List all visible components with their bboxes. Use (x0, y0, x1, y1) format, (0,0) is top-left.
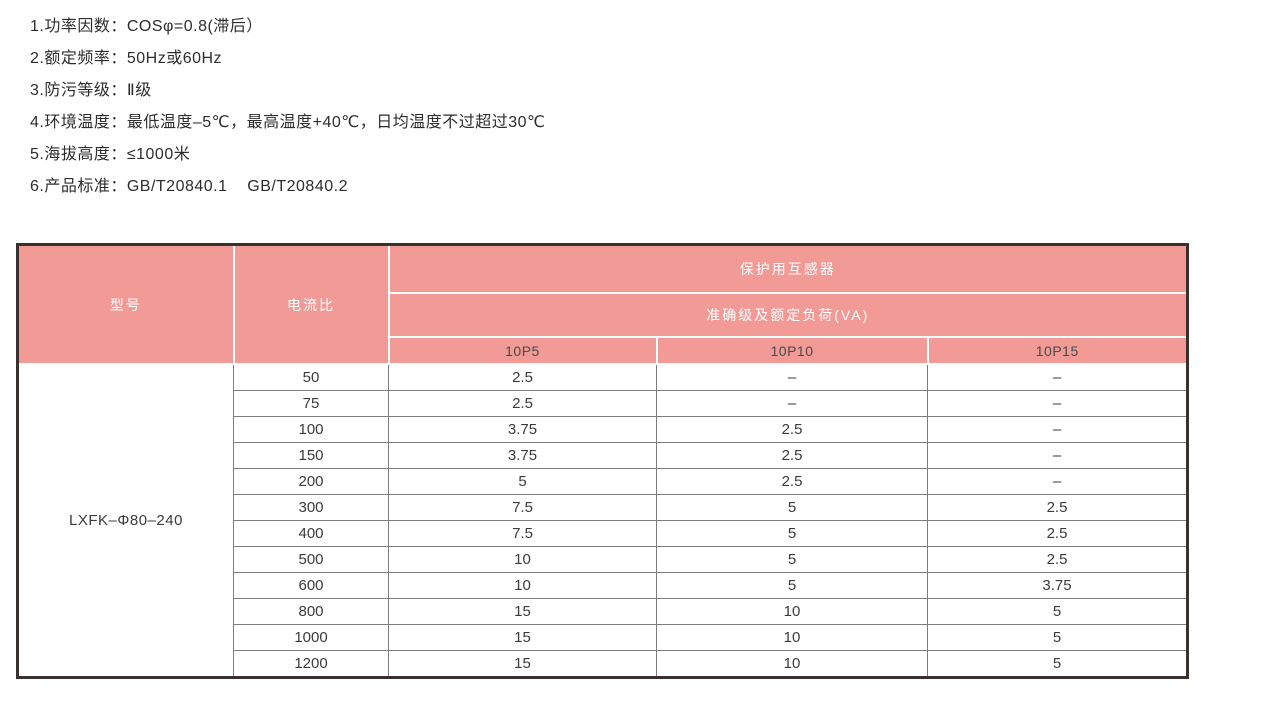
p5-cell: 15 (388, 624, 657, 651)
col-header-current-ratio: 电流比 (232, 243, 390, 365)
ratio-cell: 1200 (233, 650, 389, 678)
table-row: 75 2.5 – – (18, 390, 1189, 417)
model-value-cell: LXFK–Φ80–240 (17, 363, 234, 678)
table-row: 500 10 5 2.5 (18, 546, 1189, 573)
p15-cell: – (926, 416, 1189, 443)
p5-cell: 7.5 (388, 520, 657, 547)
table-row: 400 7.5 5 2.5 (18, 520, 1189, 547)
p15-cell: 2.5 (926, 520, 1189, 547)
p5-cell: 15 (388, 598, 657, 625)
col-header-10p5: 10P5 (387, 336, 658, 365)
p10-cell: – (656, 390, 928, 417)
ratio-cell: 100 (233, 416, 389, 443)
p15-cell: – (926, 468, 1189, 495)
p5-cell: 15 (388, 650, 657, 678)
rated-load-table: 型号 电流比 保护用互感器 准确级及额定负荷(VA) 10P5 10P10 10… (16, 243, 1190, 679)
p15-cell: – (926, 442, 1189, 469)
col-header-10p15: 10P15 (926, 336, 1189, 365)
spec-note-altitude: 5.海拔高度：≤1000米 (30, 146, 191, 163)
spec-note-rated-frequency: 2.额定频率：50Hz或60Hz (30, 50, 223, 67)
spec-note-product-standard: 6.产品标准：GB/T20840.1 GB/T20840.2 (30, 178, 348, 195)
p10-cell: 5 (656, 494, 928, 521)
ratio-cell: 600 (233, 572, 389, 599)
p15-cell: 5 (926, 624, 1189, 651)
spec-note-power-factor: 1.功率因数：COSφ=0.8(滞后） (30, 18, 263, 35)
spec-notes-list: 1.功率因数：COSφ=0.8(滞后） 2.额定频率：50Hz或60Hz 3.防… (30, 11, 546, 203)
table-header: 型号 电流比 保护用互感器 准确级及额定负荷(VA) 10P5 10P10 10… (16, 243, 1189, 365)
spec-note-pollution-class: 3.防污等级：Ⅱ级 (30, 82, 152, 99)
table-row: 150 3.75 2.5 – (18, 442, 1189, 469)
p15-cell: 3.75 (926, 572, 1189, 599)
p10-cell: 10 (656, 650, 928, 678)
ratio-cell: 75 (233, 390, 389, 417)
p5-cell: 3.75 (388, 442, 657, 469)
table-row: 300 7.5 5 2.5 (18, 494, 1189, 521)
p15-cell: 2.5 (926, 546, 1189, 573)
col-header-protective-ct-group: 保护用互感器 (387, 243, 1189, 294)
p10-cell: 10 (656, 624, 928, 651)
p10-cell: 5 (656, 520, 928, 547)
col-header-accuracy-load-subgroup: 准确级及额定负荷(VA) (387, 292, 1189, 338)
p10-cell: 2.5 (656, 442, 928, 469)
table-row: 100 3.75 2.5 – (18, 416, 1189, 443)
ratio-cell: 300 (233, 494, 389, 521)
ratio-cell: 1000 (233, 624, 389, 651)
p5-cell: 10 (388, 546, 657, 573)
ratio-cell: 500 (233, 546, 389, 573)
spec-note-ambient-temperature: 4.环境温度：最低温度–5℃，最高温度+40℃，日均温度不过超过30℃ (30, 114, 546, 131)
p5-cell: 2.5 (388, 390, 657, 417)
ratio-cell: 200 (233, 468, 389, 495)
p5-cell: 3.75 (388, 416, 657, 443)
ratio-cell: 400 (233, 520, 389, 547)
p5-cell: 10 (388, 572, 657, 599)
p15-cell: 5 (926, 650, 1189, 678)
p15-cell: – (926, 363, 1189, 391)
p10-cell: 2.5 (656, 416, 928, 443)
p5-cell: 2.5 (388, 363, 657, 391)
table-row: 600 10 5 3.75 (18, 572, 1189, 599)
p15-cell: – (926, 390, 1189, 417)
col-header-model: 型号 (16, 243, 235, 365)
p5-cell: 7.5 (388, 494, 657, 521)
table-row: 1200 15 10 5 (18, 650, 1189, 678)
table-body: LXFK–Φ80–240 50 2.5 – – 75 2.5 – – 100 3… (17, 363, 1189, 678)
p10-cell: 10 (656, 598, 928, 625)
p10-cell: 2.5 (656, 468, 928, 495)
p10-cell: 5 (656, 546, 928, 573)
ratio-cell: 50 (233, 363, 389, 391)
p5-cell: 5 (388, 468, 657, 495)
col-header-10p10: 10P10 (655, 336, 929, 365)
p10-cell: – (656, 363, 928, 391)
p15-cell: 2.5 (926, 494, 1189, 521)
ratio-cell: 150 (233, 442, 389, 469)
ratio-cell: 800 (233, 598, 389, 625)
table-row: LXFK–Φ80–240 50 2.5 – – (17, 363, 1189, 678)
p10-cell: 5 (656, 572, 928, 599)
p15-cell: 5 (926, 598, 1189, 625)
